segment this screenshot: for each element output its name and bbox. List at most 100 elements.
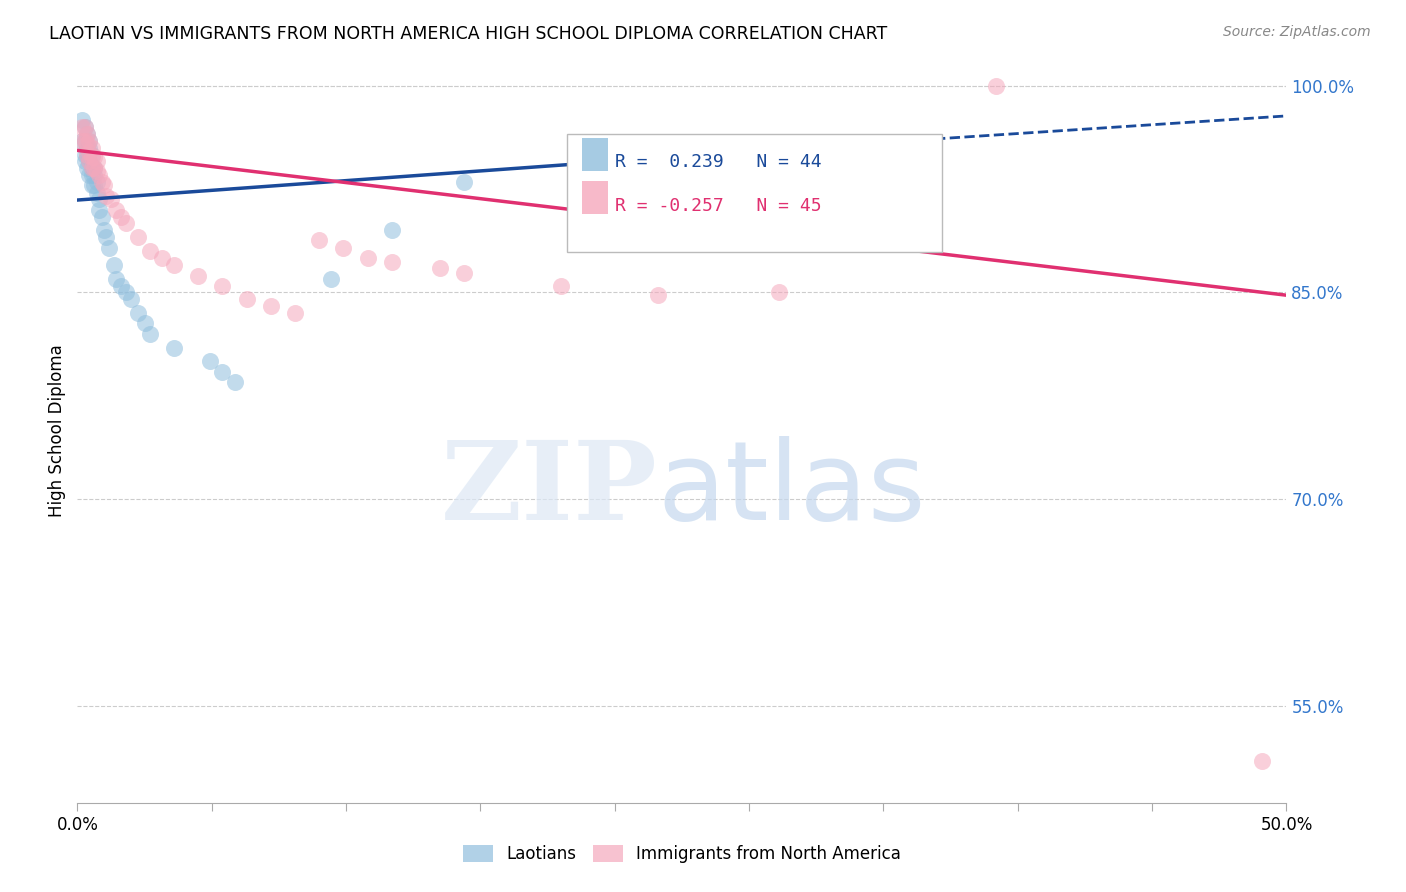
- Point: [90, 175, 112, 189]
- Point: [187, 268, 209, 283]
- FancyBboxPatch shape: [567, 134, 942, 252]
- Point: [93, 178, 115, 192]
- Point: [211, 278, 233, 293]
- Point: [73, 147, 96, 161]
- Point: [235, 293, 257, 307]
- Point: [76, 161, 98, 176]
- Point: [87, 168, 110, 182]
- Point: [211, 366, 233, 380]
- Point: [83, 168, 105, 182]
- Point: [70, 113, 93, 128]
- Point: [224, 375, 246, 389]
- Point: [83, 150, 105, 164]
- Point: [332, 241, 354, 255]
- Point: [73, 120, 96, 134]
- Point: [127, 306, 149, 320]
- Point: [90, 210, 112, 224]
- Point: [70, 120, 93, 134]
- Point: [96, 189, 118, 203]
- Point: [200, 354, 222, 368]
- Text: atlas: atlas: [658, 436, 927, 543]
- Point: [163, 341, 186, 355]
- Point: [429, 260, 451, 275]
- Point: [76, 127, 98, 141]
- Point: [86, 164, 108, 178]
- Point: [103, 258, 125, 272]
- Point: [93, 223, 115, 237]
- Point: [986, 78, 1008, 93]
- Point: [260, 299, 283, 313]
- Point: [86, 154, 108, 169]
- Text: R =  0.239   N = 44: R = 0.239 N = 44: [616, 153, 823, 171]
- Point: [79, 145, 101, 159]
- Point: [80, 147, 103, 161]
- Text: Source: ZipAtlas.com: Source: ZipAtlas.com: [1223, 25, 1371, 39]
- Point: [100, 192, 122, 206]
- Point: [80, 141, 103, 155]
- Point: [97, 241, 120, 255]
- Point: [110, 278, 132, 293]
- Point: [76, 141, 98, 155]
- Point: [134, 316, 156, 330]
- Point: [768, 285, 790, 300]
- Point: [96, 230, 118, 244]
- Point: [110, 210, 132, 224]
- Point: [105, 271, 128, 285]
- Point: [83, 161, 105, 176]
- Point: [163, 258, 186, 272]
- Point: [76, 147, 98, 161]
- FancyBboxPatch shape: [582, 137, 609, 171]
- Legend: Laotians, Immigrants from North America: Laotians, Immigrants from North America: [463, 845, 901, 863]
- Point: [79, 154, 101, 169]
- Point: [73, 120, 96, 134]
- Point: [321, 271, 343, 285]
- Point: [453, 266, 475, 280]
- Point: [83, 161, 105, 176]
- Point: [284, 306, 307, 320]
- Point: [70, 134, 93, 148]
- Point: [79, 168, 101, 182]
- Point: [87, 202, 110, 217]
- Point: [76, 127, 98, 141]
- Point: [80, 150, 103, 164]
- Point: [83, 178, 105, 192]
- Text: LAOTIAN VS IMMIGRANTS FROM NORTH AMERICA HIGH SCHOOL DIPLOMA CORRELATION CHART: LAOTIAN VS IMMIGRANTS FROM NORTH AMERICA…: [49, 25, 887, 43]
- Point: [308, 233, 330, 247]
- Point: [647, 288, 669, 302]
- Point: [120, 293, 142, 307]
- Point: [73, 154, 96, 169]
- Text: ZIP: ZIP: [441, 436, 658, 543]
- Point: [79, 141, 101, 155]
- Point: [114, 285, 136, 300]
- Point: [550, 278, 572, 293]
- Point: [105, 202, 128, 217]
- Point: [150, 251, 173, 265]
- Point: [86, 175, 108, 189]
- Point: [86, 186, 108, 201]
- Point: [127, 230, 149, 244]
- Point: [80, 178, 103, 192]
- Point: [381, 223, 404, 237]
- Point: [73, 134, 96, 148]
- Point: [114, 217, 136, 231]
- Point: [139, 244, 162, 258]
- Point: [70, 134, 93, 148]
- Point: [356, 251, 378, 265]
- Point: [73, 134, 96, 148]
- Point: [80, 161, 103, 176]
- FancyBboxPatch shape: [582, 181, 609, 214]
- Point: [381, 255, 404, 269]
- Point: [87, 192, 110, 206]
- Point: [76, 147, 98, 161]
- Point: [80, 168, 103, 182]
- Point: [139, 326, 162, 341]
- Point: [79, 154, 101, 169]
- Point: [76, 136, 98, 151]
- Point: [453, 175, 475, 189]
- Point: [79, 134, 101, 148]
- Text: R = -0.257   N = 45: R = -0.257 N = 45: [616, 196, 823, 214]
- Point: [1251, 755, 1274, 769]
- Point: [80, 161, 103, 176]
- Point: [79, 134, 101, 148]
- Y-axis label: High School Diploma: High School Diploma: [48, 344, 66, 516]
